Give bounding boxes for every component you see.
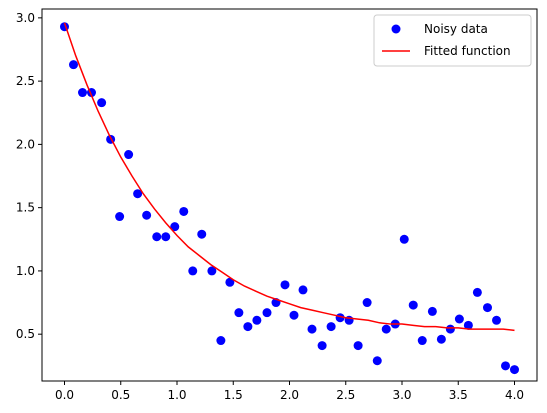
y-axis-ticks: 0.5 1.0 1.5 2.0 2.5 3.0 (16, 11, 42, 341)
y-tick-label: 2.5 (16, 74, 35, 88)
data-point (188, 266, 198, 276)
data-point (510, 365, 519, 375)
data-point (353, 341, 363, 351)
legend-box (373, 14, 532, 67)
data-point (463, 320, 473, 330)
legend: Noisy data Fitted function (373, 14, 532, 67)
legend-label-noisy-data: Noisy data (424, 22, 488, 36)
data-point (483, 303, 492, 313)
data-point (216, 336, 226, 346)
data-point (492, 315, 501, 325)
legend-label-fitted-function: Fitted function (424, 44, 511, 58)
data-point (243, 322, 253, 332)
x-tick-label: 0.0 (55, 388, 74, 402)
x-tick-label: 2.0 (280, 388, 299, 402)
data-point (362, 298, 372, 308)
data-point (97, 98, 107, 108)
data-point (207, 266, 217, 276)
data-point (133, 189, 143, 199)
series-layer (60, 22, 519, 375)
fitted-line (63, 22, 515, 332)
data-point (399, 234, 409, 244)
data-point (124, 150, 134, 160)
data-point (280, 280, 290, 290)
y-tick-label: 3.0 (16, 11, 35, 25)
data-point (436, 334, 446, 344)
legend-marker-noisy-data (391, 24, 401, 34)
data-point (472, 287, 482, 297)
x-tick-label: 0.5 (111, 388, 130, 402)
data-point (427, 306, 437, 316)
data-point (115, 212, 125, 222)
data-point (179, 206, 189, 216)
data-point (454, 314, 464, 324)
data-point (381, 324, 391, 334)
data-point (234, 308, 244, 318)
x-tick-label: 3.0 (392, 388, 411, 402)
data-point (501, 361, 510, 371)
x-axis-ticks: 0.0 0.5 1.0 1.5 2.0 2.5 3.0 3.5 4.0 (55, 381, 524, 402)
data-point (298, 285, 308, 295)
x-tick-label: 1.0 (167, 388, 186, 402)
data-point (225, 277, 235, 287)
x-tick-label: 1.5 (224, 388, 243, 402)
data-point (317, 341, 327, 351)
x-tick-label: 3.5 (449, 388, 468, 402)
data-point (372, 356, 382, 366)
data-point (197, 229, 207, 239)
data-point (408, 300, 418, 310)
data-point (289, 310, 299, 320)
data-point (262, 308, 272, 318)
data-point (170, 222, 180, 232)
data-point (252, 315, 262, 325)
data-point (69, 60, 78, 70)
y-tick-label: 2.0 (16, 137, 35, 151)
data-point (326, 322, 336, 332)
data-point (152, 232, 162, 242)
data-point (307, 324, 317, 334)
data-point (142, 210, 152, 220)
y-tick-label: 1.5 (16, 201, 35, 215)
y-tick-label: 1.0 (16, 264, 35, 278)
data-point (78, 88, 87, 98)
data-point (417, 336, 427, 346)
x-tick-label: 4.0 (505, 388, 524, 402)
y-tick-label: 0.5 (16, 327, 35, 341)
data-point (161, 232, 171, 242)
x-tick-label: 2.5 (336, 388, 355, 402)
data-point (445, 324, 455, 334)
